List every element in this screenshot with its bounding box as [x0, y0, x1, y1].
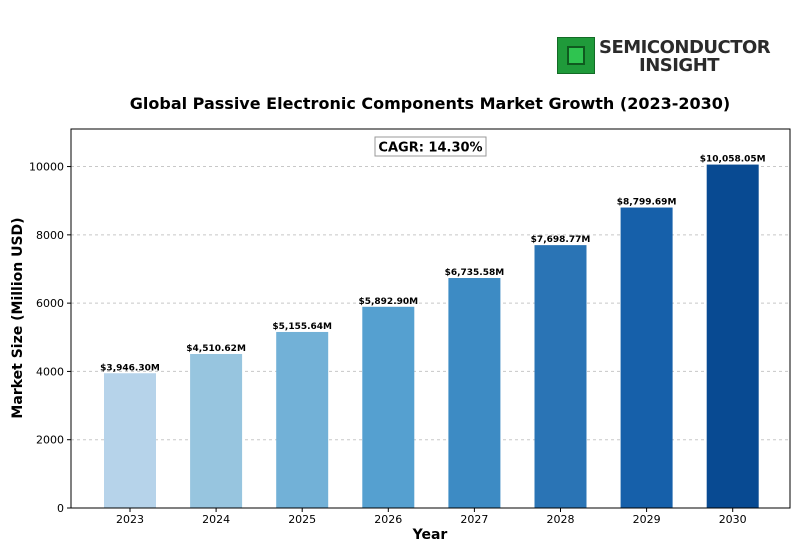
value-label: $4,510.62M: [186, 344, 246, 354]
x-tick-label: 2024: [202, 513, 230, 526]
value-label: $10,058.05M: [700, 155, 766, 165]
y-tick-label: 6000: [36, 297, 64, 310]
y-tick-label: 0: [57, 502, 64, 515]
brand-name-line2: INSIGHT: [639, 55, 720, 76]
gridlines: [71, 166, 790, 441]
bar-2027: [448, 278, 501, 508]
brand-logo: SEMICONDUCTOR INSIGHT: [557, 37, 772, 76]
chip-core: [567, 46, 585, 65]
x-axis-label: Year: [412, 527, 448, 543]
value-label: $7,698.77M: [531, 235, 591, 245]
x-tick-label: 2030: [719, 513, 747, 526]
cagr-text: CAGR: 14.30%: [378, 141, 482, 156]
bar-2029: [620, 207, 673, 508]
brand-name-line1: SEMICONDUCTOR: [599, 37, 771, 58]
cagr-box: [374, 136, 487, 157]
chart-title: Global Passive Electronic Components Mar…: [130, 94, 730, 113]
y-tick-label: 4000: [36, 365, 64, 378]
x-tick-label: 2023: [116, 513, 144, 526]
y-axis-ticks: 0 2000 4000 6000 8000 10000: [29, 161, 71, 515]
x-tick-label: 2027: [460, 513, 488, 526]
y-axis-label: Market Size (Million USD): [10, 217, 26, 418]
bar-2024: [190, 353, 243, 508]
bar-2030: [706, 164, 759, 509]
value-labels: $3,946.30M $4,510.62M $5,155.64M $5,892.90M…: [100, 155, 766, 374]
value-label: $5,155.64M: [272, 322, 332, 332]
bar-2026: [362, 306, 415, 508]
bars: [104, 164, 759, 509]
x-tick-label: 2025: [288, 513, 316, 526]
bar-2023: [104, 373, 156, 508]
value-label: $3,946.30M: [100, 363, 160, 373]
cagr-annotation: CAGR: 14.30%: [374, 136, 487, 157]
plot-area-frame: [70, 128, 791, 509]
y-tick-label: 2000: [36, 434, 64, 447]
y-tick-label: 10000: [29, 161, 64, 174]
chip-icon: [557, 37, 595, 74]
value-label: $5,892.90M: [358, 297, 418, 307]
bar-2025: [276, 331, 329, 508]
bar-2028: [534, 245, 587, 508]
value-label: $6,735.58M: [445, 268, 505, 278]
y-tick-label: 8000: [36, 229, 64, 242]
value-label: $8,799.69M: [617, 198, 677, 208]
x-tick-label: 2029: [633, 513, 661, 526]
x-tick-label: 2026: [374, 513, 402, 526]
x-tick-label: 2028: [547, 513, 575, 526]
x-axis-ticks: 2023 2024 2025 2026 2027 2028 2029 2030: [116, 508, 747, 526]
